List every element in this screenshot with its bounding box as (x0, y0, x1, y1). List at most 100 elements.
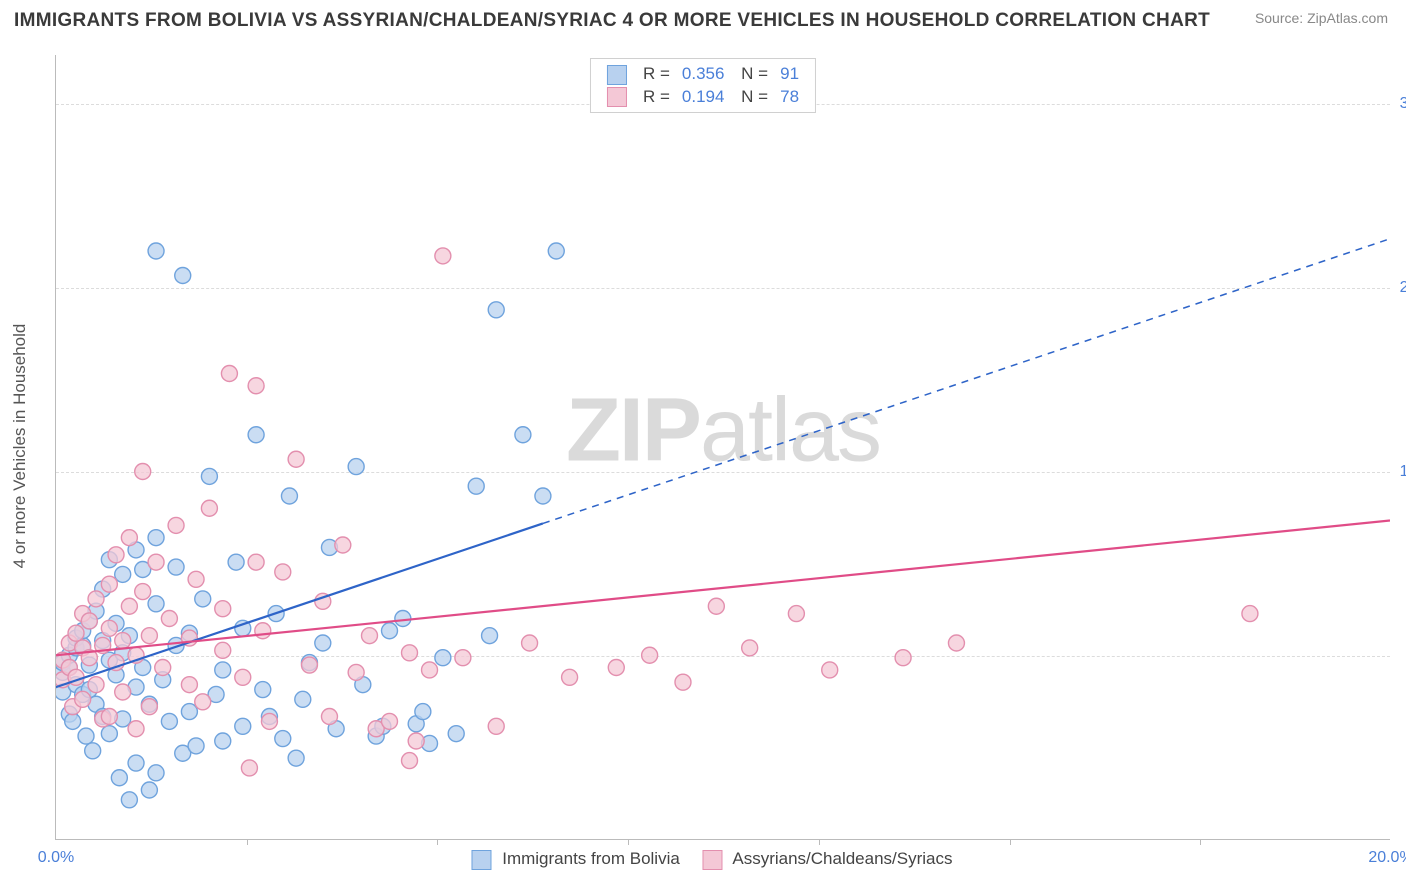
data-point (88, 677, 104, 693)
data-point (195, 694, 211, 710)
y-tick-label: 15.0% (1395, 463, 1406, 481)
data-point (115, 633, 131, 649)
data-point (522, 635, 538, 651)
x-tick-label: 20.0% (1368, 849, 1406, 867)
data-point (101, 576, 117, 592)
data-point (235, 669, 251, 685)
trend-line-solid (56, 521, 1390, 656)
legend-swatch-2 (703, 850, 723, 870)
data-point (235, 718, 251, 734)
data-point (261, 713, 277, 729)
data-point (288, 451, 304, 467)
data-point (435, 248, 451, 264)
data-point (228, 554, 244, 570)
data-point (188, 571, 204, 587)
x-minor-tick (628, 839, 629, 845)
x-minor-tick (819, 839, 820, 845)
data-point (101, 620, 117, 636)
plot-area: ZIPatlas 7.5%15.0%22.5%30.0%0.0%20.0% (55, 55, 1390, 840)
data-point (248, 378, 264, 394)
data-point (895, 650, 911, 666)
data-point (448, 726, 464, 742)
data-point (215, 642, 231, 658)
x-minor-tick (1200, 839, 1201, 845)
data-point (121, 792, 137, 808)
data-point (141, 782, 157, 798)
data-point (382, 623, 398, 639)
data-point (181, 704, 197, 720)
data-point (395, 611, 411, 627)
data-point (315, 635, 331, 651)
data-point (422, 662, 438, 678)
data-point (141, 699, 157, 715)
x-tick-label: 0.0% (38, 849, 74, 867)
data-point (75, 691, 91, 707)
data-point (562, 669, 578, 685)
data-point (65, 713, 81, 729)
data-point (948, 635, 964, 651)
data-point (128, 755, 144, 771)
data-point (85, 743, 101, 759)
legend-label-1: Immigrants from Bolivia (502, 849, 680, 868)
data-point (181, 677, 197, 693)
data-point (115, 684, 131, 700)
data-point (608, 660, 624, 676)
data-point (128, 721, 144, 737)
y-tick-label: 22.5% (1395, 279, 1406, 297)
trend-line-dashed (543, 239, 1390, 524)
data-point (135, 464, 151, 480)
data-point (241, 760, 257, 776)
data-point (788, 606, 804, 622)
x-minor-tick (437, 839, 438, 845)
data-point (255, 682, 271, 698)
data-point (161, 713, 177, 729)
data-point (148, 596, 164, 612)
data-point (675, 674, 691, 690)
data-point (281, 488, 297, 504)
data-point (488, 302, 504, 318)
data-point (435, 650, 451, 666)
data-point (415, 704, 431, 720)
correlation-legend: R =0.356 N =91 R =0.194 N =78 (590, 58, 816, 113)
data-point (81, 613, 97, 629)
data-point (248, 554, 264, 570)
data-point (335, 537, 351, 553)
data-point (135, 584, 151, 600)
data-point (248, 427, 264, 443)
data-point (161, 611, 177, 627)
data-point (295, 691, 311, 707)
x-minor-tick (1010, 839, 1011, 845)
data-point (141, 628, 157, 644)
swatch-series2 (607, 87, 627, 107)
data-point (195, 591, 211, 607)
data-point (361, 628, 377, 644)
data-point (1242, 606, 1258, 622)
data-point (255, 623, 271, 639)
data-point (348, 664, 364, 680)
data-point (455, 650, 471, 666)
data-point (488, 718, 504, 734)
data-point (301, 657, 317, 673)
data-point (115, 566, 131, 582)
data-point (535, 488, 551, 504)
data-point (482, 628, 498, 644)
data-point (468, 478, 484, 494)
chart-svg (56, 55, 1390, 839)
series-legend: Immigrants from Bolivia Assyrians/Chalde… (453, 849, 952, 870)
data-point (288, 750, 304, 766)
data-point (382, 713, 398, 729)
data-point (402, 753, 418, 769)
data-point (168, 559, 184, 575)
data-point (742, 640, 758, 656)
data-point (275, 731, 291, 747)
legend-row-series2: R =0.194 N =78 (601, 86, 805, 109)
data-point (155, 660, 171, 676)
source-label: Source: ZipAtlas.com (1255, 10, 1388, 26)
data-point (215, 662, 231, 678)
data-point (408, 733, 424, 749)
data-point (101, 709, 117, 725)
data-point (642, 647, 658, 663)
y-axis-label: 4 or more Vehicles in Household (10, 324, 30, 569)
data-point (88, 591, 104, 607)
data-point (148, 554, 164, 570)
